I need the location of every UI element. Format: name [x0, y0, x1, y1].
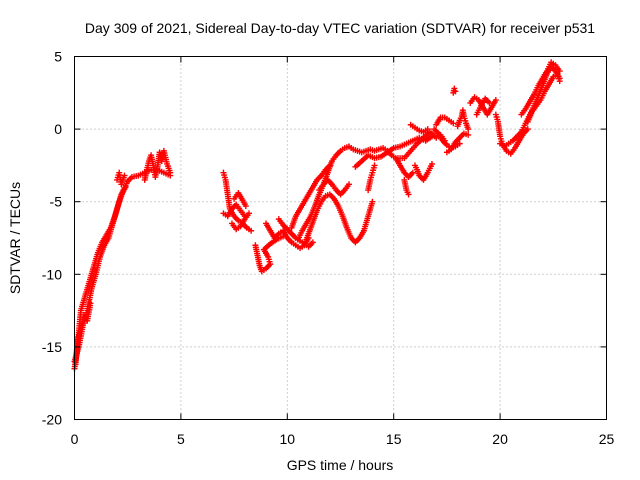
- data-point: [167, 169, 174, 176]
- data-point: [369, 198, 376, 205]
- y-axis-title: SDTVAR / TECUs: [7, 182, 23, 294]
- x-tick-label: 20: [492, 431, 508, 447]
- data-point: [451, 85, 458, 92]
- data-point: [486, 99, 493, 106]
- data-point: [371, 162, 378, 169]
- data-point: [492, 97, 499, 104]
- data-point: [456, 140, 463, 147]
- x-tick-labels: 0 5 10 15 20 25: [71, 431, 615, 447]
- data-point: [452, 88, 459, 95]
- data-point: [242, 203, 249, 210]
- x-tick-label: 15: [386, 431, 402, 447]
- data-point: [450, 120, 457, 127]
- grid-layer: [74, 56, 607, 420]
- x-tick-label: 5: [177, 431, 185, 447]
- plot-frame: [74, 56, 607, 420]
- data-point: [346, 181, 353, 188]
- data-point: [465, 126, 472, 133]
- data-point: [122, 184, 129, 191]
- data-point: [309, 239, 316, 246]
- data-point: [424, 126, 431, 133]
- data-point: [465, 131, 472, 138]
- data-point: [524, 126, 531, 133]
- data-point: [245, 210, 252, 217]
- y-tick-label: -20: [42, 412, 62, 428]
- axis-ticks: [74, 56, 607, 420]
- chart-title: Day 309 of 2021, Sidereal Day-to-day VTE…: [85, 20, 595, 36]
- y-tick-labels: 5 0 -5 -10 -15 -20: [42, 49, 62, 428]
- x-tick-label: 10: [280, 431, 296, 447]
- y-tick-label: -5: [50, 194, 63, 210]
- y-tick-label: -10: [42, 266, 62, 282]
- x-tick-label: 0: [71, 431, 79, 447]
- y-tick-label: 5: [54, 49, 62, 65]
- x-tick-label: 25: [599, 431, 615, 447]
- data-point: [248, 227, 255, 234]
- data-point: [556, 78, 563, 85]
- data-points: [71, 59, 563, 372]
- data-point: [121, 172, 128, 179]
- data-point: [87, 300, 94, 307]
- y-tick-label: -15: [42, 339, 62, 355]
- y-tick-label: 0: [54, 121, 62, 137]
- data-point: [409, 169, 416, 176]
- data-point: [405, 191, 412, 198]
- data-point: [429, 160, 436, 167]
- x-axis-title: GPS time / hours: [287, 457, 394, 473]
